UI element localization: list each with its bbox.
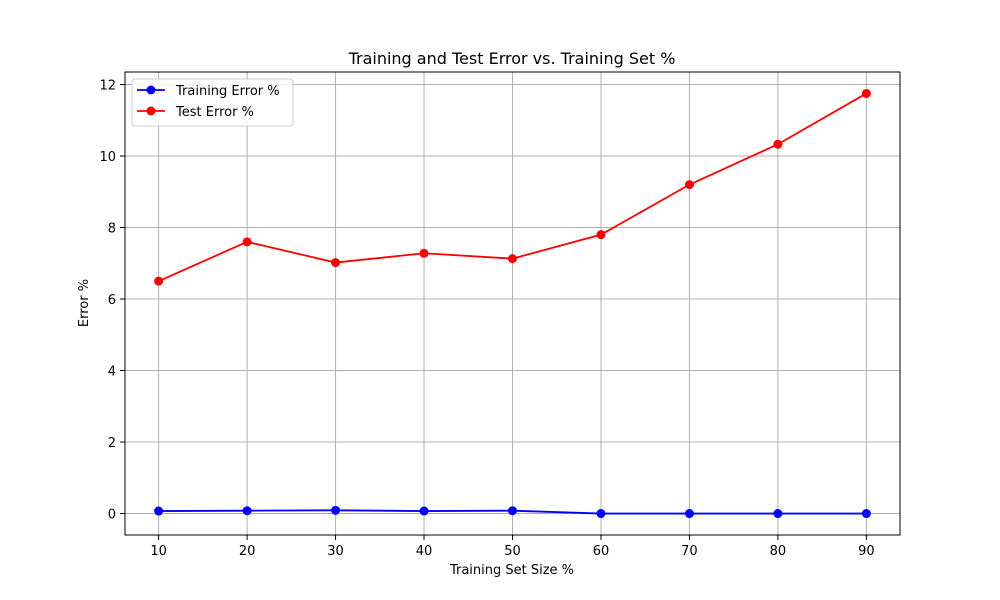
legend-item: Training Error % (137, 84, 280, 99)
data-point (861, 509, 871, 519)
x-tick-label: 60 (593, 544, 610, 559)
data-point (684, 509, 694, 519)
data-point (596, 230, 606, 240)
legend: Training Error % Test Error % (131, 78, 294, 127)
x-tick-label: 90 (858, 544, 875, 559)
y-tick-label: 6 (108, 293, 116, 308)
data-point (154, 276, 164, 286)
legend-label: Training Error % (175, 84, 280, 99)
data-point (331, 505, 341, 515)
y-tick-label: 12 (99, 79, 116, 94)
legend-label: Test Error % (175, 105, 254, 120)
y-tick-label: 4 (108, 365, 116, 380)
data-point (508, 506, 517, 516)
x-tick-label: 80 (770, 544, 787, 559)
data-point (684, 180, 694, 190)
data-point (242, 237, 252, 247)
y-tick-label: 10 (99, 150, 116, 165)
x-tick-label: 30 (327, 544, 344, 559)
legend-item: Test Error % (137, 105, 254, 120)
x-tick-label: 20 (239, 544, 256, 559)
series-layer (154, 88, 871, 519)
data-point (419, 248, 429, 258)
series-training-error (154, 505, 871, 519)
y-tick-label: 0 (108, 508, 116, 523)
x-tick-label: 50 (504, 544, 521, 559)
x-tick-label: 70 (681, 544, 698, 559)
x-axis-ticks: 10 20 30 40 50 60 70 80 90 (150, 535, 875, 559)
y-axis-ticks: 0 2 4 6 8 10 12 (99, 79, 125, 523)
x-axis-label: Training Set Size % (449, 563, 574, 578)
y-axis-label: Error % (77, 279, 92, 327)
y-tick-label: 2 (108, 436, 116, 451)
legend-box (131, 78, 294, 127)
data-point (154, 506, 164, 516)
legend-marker (146, 106, 156, 116)
data-point (861, 88, 871, 98)
chart-title: Training and Test Error vs. Training Set… (348, 49, 676, 68)
data-point (596, 509, 606, 519)
data-point (773, 509, 783, 519)
data-point (331, 258, 341, 268)
series-test-error (154, 88, 871, 286)
y-tick-label: 8 (108, 222, 116, 237)
legend-marker (146, 85, 156, 95)
data-point (242, 506, 252, 516)
x-tick-label: 10 (150, 544, 167, 559)
x-tick-label: 40 (416, 544, 433, 559)
data-point (419, 506, 429, 516)
data-point (773, 139, 783, 149)
data-point (508, 254, 517, 264)
